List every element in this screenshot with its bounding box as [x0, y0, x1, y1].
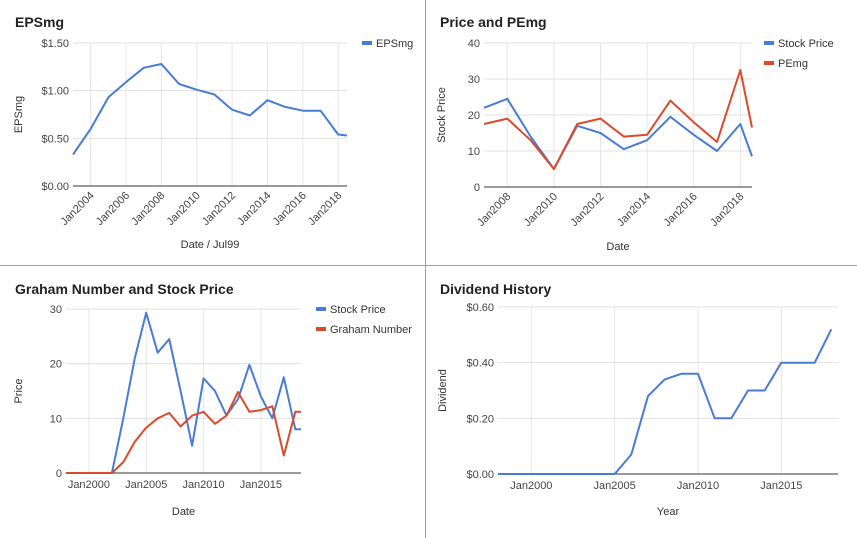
chart-title: EPSmg	[15, 14, 65, 30]
y-axis-title: EPSmg	[13, 96, 25, 133]
legend-swatch	[316, 327, 326, 331]
x-axis-title: Year	[657, 506, 680, 518]
x-tick-label: Jan2010	[165, 190, 203, 228]
y-tick-label: $0.50	[41, 133, 69, 145]
y-tick-label: $0.20	[466, 413, 494, 425]
y-tick-label: $1.00	[41, 86, 69, 98]
chart-svg-graham: 0 10 20 30 Jan2000 Jan2005 Jan2010 Jan2015 Date P…	[13, 304, 412, 518]
chart-panel-dividend: Dividend History $0.00 $0.20 $0.40 $0.60 Jan…	[427, 267, 857, 538]
series-line-pemg	[483, 69, 753, 170]
y-tick-label: $0.00	[41, 181, 69, 193]
series-line-stock-price	[483, 97, 753, 170]
legend-label: Stock Price	[330, 304, 386, 316]
chart-svg-dividend: $0.00 $0.20 $0.40 $0.60 Jan2000 Jan2005 Jan201…	[437, 302, 838, 518]
x-tick-label: Jan2012	[568, 191, 606, 229]
series-line-epsmg	[72, 63, 348, 156]
x-axis-title: Date	[172, 506, 195, 518]
x-tick-label: Jan2018	[708, 191, 746, 229]
legend-swatch	[764, 61, 774, 65]
x-tick-label: Jan2014	[615, 191, 653, 229]
y-axis-title: Dividend	[437, 369, 449, 412]
x-tick-label: Jan2005	[594, 480, 636, 492]
x-tick-label: Jan2010	[182, 479, 224, 491]
y-axis-title: Stock Price	[436, 87, 448, 143]
y-tick-label: 0	[56, 468, 62, 480]
y-tick-label: 20	[50, 359, 62, 371]
x-tick-label: Jan2018	[306, 190, 344, 228]
x-tick-label: Jan2004	[58, 190, 96, 228]
chart-svg-epsmg: $0.00 $0.50 $1.00 $1.50 Jan2004Jan2006Jan200…	[13, 38, 413, 251]
y-tick-label: $0.40	[466, 358, 494, 370]
y-tick-label: 20	[468, 110, 480, 122]
chart-panel-price-pemg: Price and PEmg 0 10 20 30 40 Jan2008 Jan2010 Ja…	[427, 0, 857, 265]
y-tick-label: 10	[468, 146, 480, 158]
chart-panel-epsmg: EPSmg $0.00 $0.50 $1.00 $1.50 Jan2004 Jan2006…	[0, 0, 425, 265]
x-tick-label: Jan2000	[510, 480, 552, 492]
chart-panel-graham: Graham Number and Stock Price 0 10 20 30 Jan…	[0, 267, 425, 538]
chart-title: Dividend History	[440, 281, 552, 297]
x-tick-label: Jan2010	[522, 191, 560, 229]
chart-title: Graham Number and Stock Price	[15, 281, 234, 297]
x-tick-label: Jan2016	[662, 191, 700, 229]
panel-divider-horizontal	[0, 265, 857, 266]
x-axis-title: Date	[606, 241, 629, 253]
x-tick-label: Jan2012	[200, 190, 238, 228]
x-tick-label: Jan2016	[271, 190, 309, 228]
chart-title: Price and PEmg	[440, 14, 547, 30]
legend-label: PEmg	[778, 58, 808, 70]
series-line-stock-price	[66, 311, 301, 474]
y-tick-label: 30	[50, 304, 62, 316]
x-tick-label: Jan2015	[240, 479, 282, 491]
series-line-graham-number	[66, 391, 301, 474]
y-axis-title: Price	[13, 378, 25, 403]
x-tick-label: Jan2010	[677, 480, 719, 492]
x-tick-label: Jan2008	[129, 190, 167, 228]
x-tick-label: Jan2006	[94, 190, 132, 228]
y-tick-label: $0.60	[466, 302, 494, 314]
y-tick-label: 30	[468, 74, 480, 86]
legend-swatch	[764, 41, 774, 45]
y-tick-label: $1.50	[41, 38, 69, 50]
y-tick-label: 40	[468, 38, 480, 50]
y-tick-label: 10	[50, 413, 62, 425]
x-axis-title: Date / Jul99	[181, 239, 240, 251]
legend-swatch	[316, 307, 326, 311]
x-tick-label: Jan2015	[760, 480, 802, 492]
legend-label: EPSmg	[376, 38, 413, 50]
legend-label: Stock Price	[778, 38, 834, 50]
y-tick-label: 0	[474, 182, 480, 194]
legend-label: Graham Number	[330, 324, 412, 336]
legend-swatch	[362, 41, 372, 45]
x-tick-label: Jan2005	[125, 479, 167, 491]
x-tick-label: Jan2014	[235, 190, 273, 228]
x-tick-label: Jan2000	[68, 479, 110, 491]
panel-divider-vertical	[425, 0, 426, 538]
y-tick-label: $0.00	[466, 469, 494, 481]
x-tick-label: Jan2008	[475, 191, 513, 229]
series-line-dividend	[498, 328, 833, 475]
